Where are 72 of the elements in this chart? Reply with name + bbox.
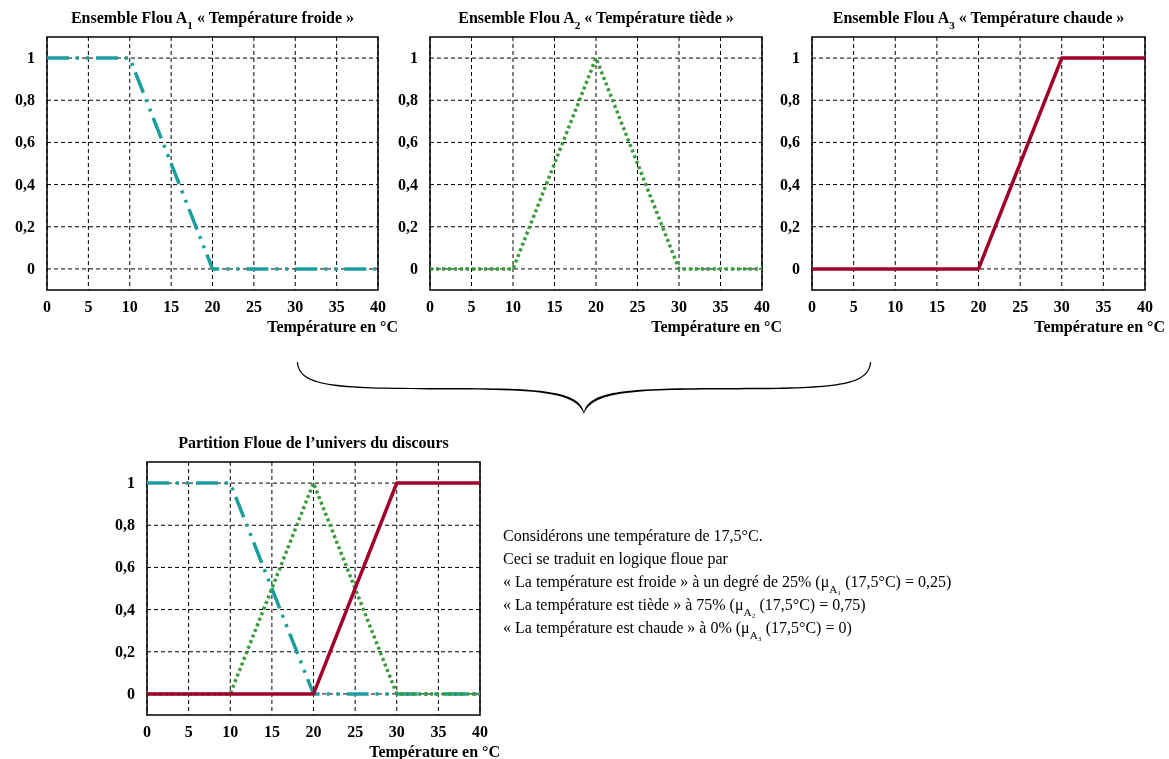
- x-tick-label: 0: [43, 298, 51, 315]
- x-tick-label: 5: [849, 298, 858, 315]
- x-tick-label: 25: [245, 298, 262, 315]
- y-tick-label: 0: [127, 684, 135, 702]
- x-axis-title: Température en °C: [267, 318, 398, 336]
- y-tick-label: 0,4: [115, 600, 135, 618]
- text: « La température est chaude » à 0% (μ$_{A₃}$(17,5°C) = 0): [503, 619, 852, 641]
- x-tick-label: 15: [546, 298, 563, 315]
- y-tick-label: 0: [792, 259, 800, 277]
- x-tick-label: 25: [1012, 298, 1029, 315]
- y-tick-label: 0,8: [398, 91, 418, 109]
- x-tick-label: 25: [629, 298, 646, 315]
- chart-title: Ensemble Flou A$_{3}$ « Température chaude »: [832, 9, 1125, 31]
- y-tick-label: 1: [410, 49, 418, 67]
- chart-title: Ensemble Flou A$_{1}$ « Température froide »: [70, 9, 355, 31]
- y-tick-label: 0,4: [780, 175, 800, 193]
- x-tick-label: 30: [1053, 298, 1070, 315]
- x-tick-label: 35: [712, 298, 729, 315]
- y-tick-label: 0,6: [115, 558, 135, 576]
- x-tick-label: 10: [121, 298, 138, 315]
- y-tick-label: 0,8: [780, 91, 800, 109]
- x-tick-label: 30: [671, 298, 687, 315]
- x-tick-label: 35: [328, 298, 345, 315]
- x-tick-label: 30: [287, 298, 304, 315]
- y-tick-label: 0,2: [398, 217, 418, 235]
- chart-title: Partition Floue de l’univers du discours: [178, 434, 449, 451]
- x-axis-title: Température en °C: [1034, 318, 1165, 336]
- x-tick-label: 30: [388, 723, 405, 740]
- y-tick-label: 0: [410, 259, 418, 277]
- y-tick-label: 0,4: [398, 175, 418, 193]
- x-tick-label: 20: [588, 298, 604, 315]
- y-tick-label: 1: [792, 49, 800, 67]
- y-tick-label: 0,8: [15, 91, 35, 109]
- x-tick-label: 15: [928, 298, 945, 315]
- x-tick-label: 10: [505, 298, 521, 315]
- x-tick-label: 25: [347, 723, 364, 740]
- x-tick-label: 5: [467, 298, 476, 315]
- y-tick-label: 0,6: [398, 133, 418, 151]
- x-tick-label: 40: [472, 723, 488, 740]
- x-tick-label: 0: [426, 298, 434, 315]
- y-tick-label: 0,4: [15, 175, 35, 193]
- x-tick-label: 15: [263, 723, 280, 740]
- x-tick-label: 35: [1095, 298, 1112, 315]
- x-tick-label: 40: [1137, 298, 1153, 315]
- y-tick-label: 0,8: [115, 516, 135, 534]
- y-tick-label: 0,6: [15, 133, 35, 151]
- y-tick-label: 0: [27, 259, 35, 277]
- text: « La température est tiède » à 75% (μ$_{A₂}$(17,5°C) = 0,75): [503, 596, 866, 618]
- text: Considérons une température de 17,5°C.: [503, 527, 763, 545]
- x-tick-label: 35: [430, 723, 447, 740]
- x-tick-label: 20: [204, 298, 221, 315]
- x-tick-label: 5: [84, 298, 93, 315]
- x-tick-label: 0: [808, 298, 816, 315]
- x-tick-label: 20: [970, 298, 987, 315]
- x-tick-label: 10: [222, 723, 239, 740]
- y-tick-label: 0,6: [780, 133, 800, 151]
- text: « La température est froide » à un degré de 25% (μ$_{A₁}$(17,5°C) = 0,25): [503, 573, 952, 595]
- x-tick-label: 5: [184, 723, 193, 740]
- y-tick-label: 1: [127, 474, 135, 492]
- y-tick-label: 0,2: [780, 217, 800, 235]
- chart-title: Ensemble Flou A$_{2}$ « Température tiède »: [458, 9, 734, 31]
- x-tick-label: 15: [163, 298, 180, 315]
- y-tick-label: 0,2: [15, 217, 35, 235]
- x-tick-label: 0: [143, 723, 151, 740]
- x-tick-label: 40: [754, 298, 770, 315]
- x-axis-title: Température en °C: [651, 318, 782, 336]
- y-tick-label: 0,2: [115, 642, 135, 660]
- x-tick-label: 40: [370, 298, 386, 315]
- x-tick-label: 20: [305, 723, 322, 740]
- text: Ceci se traduit en logique floue par: [503, 550, 729, 568]
- x-tick-label: 10: [887, 298, 904, 315]
- y-tick-label: 1: [27, 49, 35, 67]
